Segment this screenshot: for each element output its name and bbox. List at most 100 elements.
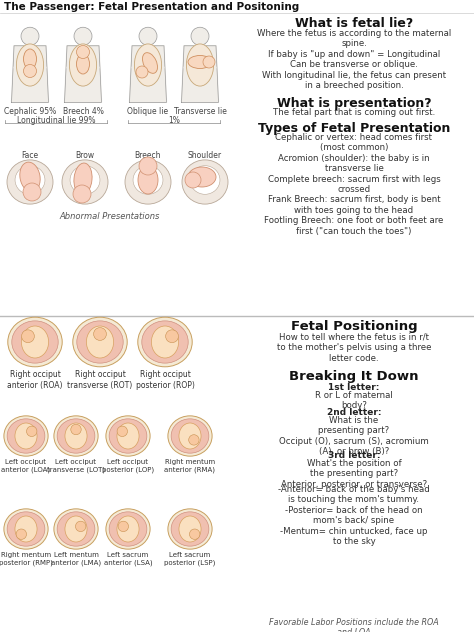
Text: What is the
presenting part?
Occiput (O), sacrum (S), acromium
(A), or brow (B)?: What is the presenting part? Occiput (O)… xyxy=(279,416,429,456)
Circle shape xyxy=(23,183,41,201)
Text: Left sacrum
posterior (LSP): Left sacrum posterior (LSP) xyxy=(164,552,216,566)
Ellipse shape xyxy=(106,416,150,456)
Ellipse shape xyxy=(106,509,150,549)
Ellipse shape xyxy=(20,162,40,192)
Ellipse shape xyxy=(117,423,139,449)
Ellipse shape xyxy=(65,423,87,449)
Ellipse shape xyxy=(70,166,100,194)
Circle shape xyxy=(185,172,201,188)
Text: Brow: Brow xyxy=(75,150,94,160)
Ellipse shape xyxy=(17,44,44,86)
Text: Right mentum
anterior (RMA): Right mentum anterior (RMA) xyxy=(164,459,216,473)
Circle shape xyxy=(76,46,90,59)
Circle shape xyxy=(74,27,92,46)
Text: 3rd letter:: 3rd letter: xyxy=(328,451,380,460)
Circle shape xyxy=(73,185,91,203)
Circle shape xyxy=(189,435,199,445)
Text: Shoulder: Shoulder xyxy=(188,150,222,160)
Ellipse shape xyxy=(15,516,37,542)
Polygon shape xyxy=(143,40,153,46)
Text: Transverse lie: Transverse lie xyxy=(173,107,227,116)
Ellipse shape xyxy=(7,512,45,546)
Circle shape xyxy=(191,27,209,46)
Text: Left mentum
anterior (LMA): Left mentum anterior (LMA) xyxy=(51,552,101,566)
Text: Longitudinal lie 99%: Longitudinal lie 99% xyxy=(17,116,95,125)
Text: Left occiput
transverse (LOT): Left occiput transverse (LOT) xyxy=(47,459,105,473)
Circle shape xyxy=(118,521,128,532)
Text: 1st letter:: 1st letter: xyxy=(328,383,380,392)
Circle shape xyxy=(21,27,39,46)
Text: Where the fetus is according to the maternal
spine.
If baby is "up and down" = L: Where the fetus is according to the mate… xyxy=(257,29,451,90)
Ellipse shape xyxy=(171,512,209,546)
Ellipse shape xyxy=(133,166,163,194)
Circle shape xyxy=(117,426,128,437)
Ellipse shape xyxy=(24,49,36,69)
Polygon shape xyxy=(25,40,35,46)
Text: The Passenger: Fetal Presentation and Positoning: The Passenger: Fetal Presentation and Po… xyxy=(4,2,299,12)
Polygon shape xyxy=(67,67,99,72)
Text: Oblique lie: Oblique lie xyxy=(128,107,169,116)
Ellipse shape xyxy=(69,44,97,86)
Ellipse shape xyxy=(190,166,220,194)
Ellipse shape xyxy=(21,326,49,358)
Text: Right mentum
posterior (RMP): Right mentum posterior (RMP) xyxy=(0,552,53,566)
Polygon shape xyxy=(64,46,101,102)
Ellipse shape xyxy=(65,516,87,542)
Circle shape xyxy=(27,426,37,437)
Circle shape xyxy=(165,330,178,343)
Ellipse shape xyxy=(57,419,95,453)
Text: Fetal Positioning: Fetal Positioning xyxy=(291,320,417,333)
Ellipse shape xyxy=(77,321,123,363)
Polygon shape xyxy=(184,67,216,72)
Circle shape xyxy=(21,330,34,343)
Circle shape xyxy=(203,56,215,68)
Ellipse shape xyxy=(168,416,212,456)
Ellipse shape xyxy=(135,44,162,86)
Text: What's the position of
the presenting part?
Anterior, posterior, or transverse?: What's the position of the presenting pa… xyxy=(281,459,427,489)
Text: Face: Face xyxy=(21,150,38,160)
Circle shape xyxy=(139,157,157,175)
Ellipse shape xyxy=(188,56,212,68)
Ellipse shape xyxy=(54,509,98,549)
Ellipse shape xyxy=(54,416,98,456)
Ellipse shape xyxy=(4,416,48,456)
Circle shape xyxy=(24,64,36,78)
Polygon shape xyxy=(78,40,88,46)
Text: Abnormal Presentations: Abnormal Presentations xyxy=(60,212,160,221)
Polygon shape xyxy=(182,46,219,102)
Ellipse shape xyxy=(109,512,147,546)
Ellipse shape xyxy=(186,44,214,86)
Circle shape xyxy=(16,529,27,539)
Circle shape xyxy=(75,521,86,532)
Text: How to tell where the fetus is in r/t
to the mother's pelvis using a three
lette: How to tell where the fetus is in r/t to… xyxy=(277,333,431,363)
Ellipse shape xyxy=(15,423,37,449)
Text: -Anterior= back of the baby's head
is touching the mom's tummy.
-Posterior= back: -Anterior= back of the baby's head is to… xyxy=(278,485,430,546)
Text: Breech 4%: Breech 4% xyxy=(63,107,103,116)
Ellipse shape xyxy=(151,326,179,358)
Ellipse shape xyxy=(168,509,212,549)
Text: R or L of maternal
body?: R or L of maternal body? xyxy=(315,391,393,410)
Ellipse shape xyxy=(15,166,45,194)
Text: Left occiput
anterior (LOA): Left occiput anterior (LOA) xyxy=(1,459,51,473)
Ellipse shape xyxy=(171,419,209,453)
Ellipse shape xyxy=(109,419,147,453)
Circle shape xyxy=(139,27,157,46)
Ellipse shape xyxy=(179,516,201,542)
Text: Right occiput
posterior (ROP): Right occiput posterior (ROP) xyxy=(136,370,194,389)
Text: 1%: 1% xyxy=(168,116,180,125)
Ellipse shape xyxy=(12,321,58,363)
Circle shape xyxy=(190,529,200,539)
Text: Breaking It Down: Breaking It Down xyxy=(289,370,419,383)
Text: What is fetal lie?: What is fetal lie? xyxy=(295,17,413,30)
Text: Left sacrum
anterior (LSA): Left sacrum anterior (LSA) xyxy=(104,552,152,566)
Ellipse shape xyxy=(62,160,108,204)
Ellipse shape xyxy=(179,423,201,449)
Ellipse shape xyxy=(142,321,188,363)
Text: What is presentation?: What is presentation? xyxy=(277,97,431,110)
Circle shape xyxy=(136,66,148,78)
Ellipse shape xyxy=(138,166,158,194)
Text: The fetal part that is coming out first.: The fetal part that is coming out first. xyxy=(273,108,435,117)
Ellipse shape xyxy=(138,317,192,367)
Polygon shape xyxy=(129,46,166,102)
Text: Left occiput
posterior (LOP): Left occiput posterior (LOP) xyxy=(102,459,154,473)
